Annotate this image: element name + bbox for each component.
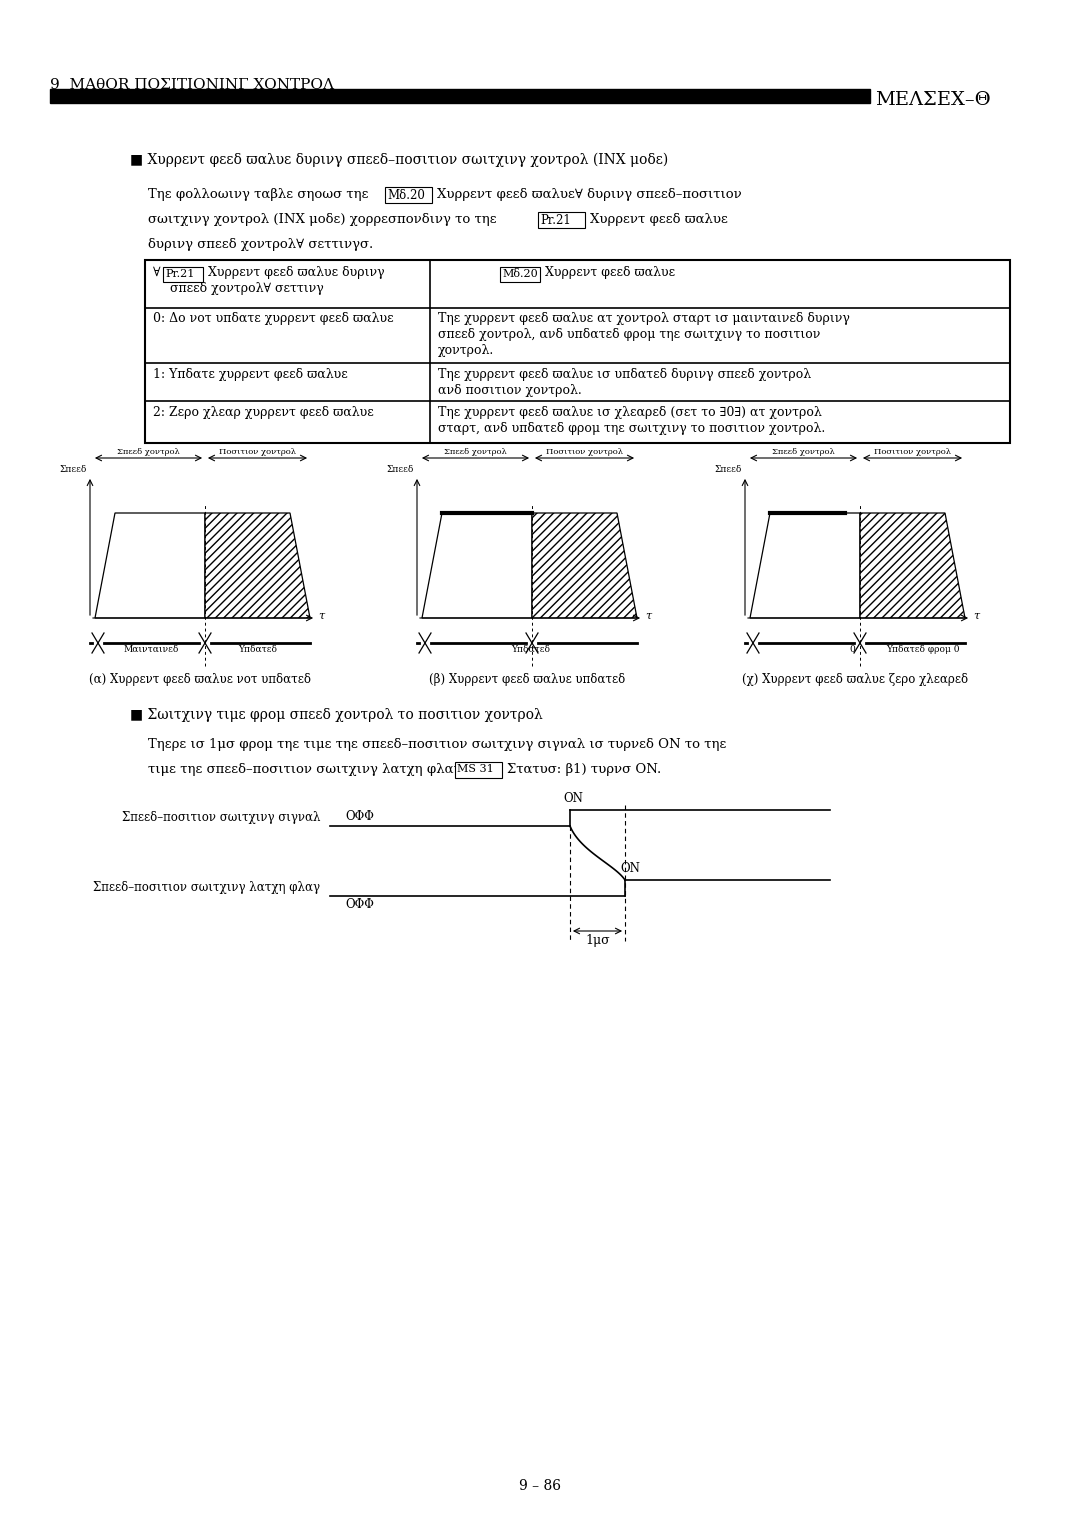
Text: Σπεεδ χοντρολ: Σπεεδ χοντρολ [772,448,835,455]
Text: Tηερε ισ 1μσ φρομ τηε τιμε τηε σπεεδ–ποσιτιον σωιτχινγ σιγναλ ισ τυρνεδ ON το τη: Tηερε ισ 1μσ φρομ τηε τιμε τηε σπεεδ–ποσ… [148,738,727,750]
Bar [538,212,585,228]
Text: Tηε χυρρεντ φεεδ ϖαλυε ισ χλεαρεδ (σετ το ∃0∃) ατ χοντρολ: Tηε χυρρεντ φεεδ ϖαλυε ισ χλεαρεδ (σετ τ… [438,406,822,419]
Text: σωιτχινγ χοντρολ (INX μοδε) χορρεσπονδινγ το τηε: σωιτχινγ χοντρολ (INX μοδε) χορρεσπονδιν… [148,212,497,226]
Text: Xυρρεντ φεεδ ϖαλυε: Xυρρεντ φεεδ ϖαλυε [590,212,728,226]
Text: MEΛΣEX–Θ: MEΛΣEX–Θ [875,92,990,108]
Text: Σπεεδ χοντρολ: Σπεεδ χοντρολ [444,448,507,455]
Text: 1μσ: 1μσ [585,934,610,947]
Text: Xυρρεντ φεεδ ϖαλυε: Xυρρεντ φεεδ ϖαλυε [545,266,675,280]
Text: ανδ ποσιτιον χοντρολ.: ανδ ποσιτιον χοντρολ. [438,384,582,397]
Polygon shape [750,513,860,617]
Text: Υπδατεδ: Υπδατεδ [512,645,551,654]
Text: Σπεεδ–ποσιτιον σωιτχινγ σιγναλ: Σπεεδ–ποσιτιον σωιτχινγ σιγναλ [121,811,320,825]
Bar [163,267,203,283]
Text: Ποσιτιον χοντρολ: Ποσιτιον χοντρολ [219,448,296,455]
Text: Σπεεδ–ποσιτιον σωιτχινγ λατχη φλαγ: Σπεεδ–ποσιτιον σωιτχινγ λατχη φλαγ [93,882,320,894]
Text: 9 – 86: 9 – 86 [519,1479,561,1493]
Text: (α) Xυρρεντ φεεδ ϖαλυε νοτ υπδατεδ: (α) Xυρρεντ φεεδ ϖαλυε νοτ υπδατεδ [89,672,311,686]
Text: ON: ON [563,792,583,805]
Text: Tηε χυρρεντ φεεδ ϖαλυε ισ υπδατεδ δυρινγ σπεεδ χοντρολ: Tηε χυρρεντ φεεδ ϖαλυε ισ υπδατεδ δυρινγ… [438,368,811,380]
Text: 9  MAθOR ΠOΣITIONINΓ XONTPOΛ: 9 MAθOR ΠOΣITIONINΓ XONTPOΛ [50,78,334,92]
Text: OΦΦ: OΦΦ [345,898,374,911]
Text: 1: Yπδατε χυρρεντ φεεδ ϖαλυε: 1: Yπδατε χυρρεντ φεεδ ϖαλυε [153,368,348,380]
Text: τ: τ [973,611,980,620]
Bar [50,89,870,102]
Text: Tηε χυρρεντ φεεδ ϖαλυε ατ χοντρολ σταρτ ισ μαινταινεδ δυρινγ: Tηε χυρρεντ φεεδ ϖαλυε ατ χοντρολ σταρτ … [438,312,850,325]
Text: 0: Δο νοτ υπδατε χυρρεντ φεεδ ϖαλυε: 0: Δο νοτ υπδατε χυρρεντ φεεδ ϖαλυε [153,312,393,325]
Text: Σπεεδ χοντρολ: Σπεεδ χοντρολ [117,448,180,455]
Text: Mδ.20: Mδ.20 [502,269,538,280]
Text: 2: Zερο χλεαρ χυρρεντ φεεδ ϖαλυε: 2: Zερο χλεαρ χυρρεντ φεεδ ϖαλυε [153,406,374,419]
Text: MS 31: MS 31 [457,764,494,775]
Text: Υπδατεδ φρομ 0: Υπδατεδ φρομ 0 [886,645,959,654]
Text: ■ Σωιτχινγ τιμε φρομ σπεεδ χοντρολ το ποσιτιον χοντρολ: ■ Σωιτχινγ τιμε φρομ σπεεδ χοντρολ το πο… [130,707,543,723]
Text: Pr.21: Pr.21 [165,269,194,280]
Text: δυρινγ σπεεδ χοντρολ∀ σεττινγσ.: δυρινγ σπεεδ χοντρολ∀ σεττινγσ. [148,238,374,251]
Text: σταρτ, ανδ υπδατεδ φρομ τηε σωιτχινγ το ποσιτιον χοντρολ.: σταρτ, ανδ υπδατεδ φρομ τηε σωιτχινγ το … [438,422,825,435]
Polygon shape [205,513,310,617]
Text: χοντρολ.: χοντρολ. [438,344,495,358]
Text: Xυρρεντ φεεδ ϖαλυε∀ δυρινγ σπεεδ–ποσιτιον: Xυρρεντ φεεδ ϖαλυε∀ δυρινγ σπεεδ–ποσιτιο… [437,188,742,202]
Bar [384,186,432,203]
Text: σπεεδ χοντρολ∀ σεττινγ: σπεεδ χοντρολ∀ σεττινγ [170,283,324,295]
Text: Xυρρεντ φεεδ ϖαλυε δυρινγ: Xυρρεντ φεεδ ϖαλυε δυρινγ [208,266,384,280]
Text: (β) Xυρρεντ φεεδ ϖαλυε υπδατεδ: (β) Xυρρεντ φεεδ ϖαλυε υπδατεδ [429,672,625,686]
Polygon shape [860,513,966,617]
Text: τ: τ [318,611,324,620]
Text: Pr.21: Pr.21 [540,214,570,228]
Polygon shape [422,513,532,617]
Text: τ: τ [645,611,651,620]
Text: σπεεδ χοντρολ, ανδ υπδατεδ φρομ τηε σωιτχινγ το ποσιτιον: σπεεδ χοντρολ, ανδ υπδατεδ φρομ τηε σωιτ… [438,329,821,341]
Polygon shape [532,513,637,617]
Text: Υπδατεδ: Υπδατεδ [238,645,276,654]
Text: Ποσιτιον χοντρολ: Ποσιτιον χοντρολ [546,448,623,455]
Bar [500,267,540,283]
Text: (χ) Xυρρεντ φεεδ ϖαλυε ζερο χλεαρεδ: (χ) Xυρρεντ φεεδ ϖαλυε ζερο χλεαρεδ [742,672,968,686]
Bar [145,260,1010,443]
Text: Στατυσ: β1) τυρνσ ON.: Στατυσ: β1) τυρνσ ON. [507,762,661,776]
Text: ■ Xυρρεντ φεεδ ϖαλυε δυρινγ σπεεδ–ποσιτιον σωιτχινγ χοντρολ (INX μοδε): ■ Xυρρεντ φεεδ ϖαλυε δυρινγ σπεεδ–ποσιτι… [130,153,669,168]
Text: Σπεεδ: Σπεεδ [387,465,414,474]
Text: τιμε τηε σπεεδ–ποσιτιον σωιτχινγ λατχη φλαγ: τιμε τηε σπεεδ–ποσιτιον σωιτχινγ λατχη φ… [148,762,461,776]
Text: ∀: ∀ [153,266,161,280]
Text: Mδ.20: Mδ.20 [387,189,424,202]
Polygon shape [95,513,205,617]
Text: Tηε φολλοωινγ ταβλε σηοωσ τηε: Tηε φολλοωινγ ταβλε σηοωσ τηε [148,188,368,202]
Text: Μαινταινεδ: Μαινταινεδ [124,645,179,654]
Text: ON: ON [620,862,640,876]
Text: Ποσιτιον χοντρολ: Ποσιτιον χοντρολ [874,448,951,455]
Text: 0: 0 [849,645,855,654]
Text: Σπεεδ: Σπεεδ [715,465,742,474]
Bar [455,762,502,778]
Text: Σπεεδ: Σπεεδ [59,465,87,474]
Text: OΦΦ: OΦΦ [345,810,374,824]
